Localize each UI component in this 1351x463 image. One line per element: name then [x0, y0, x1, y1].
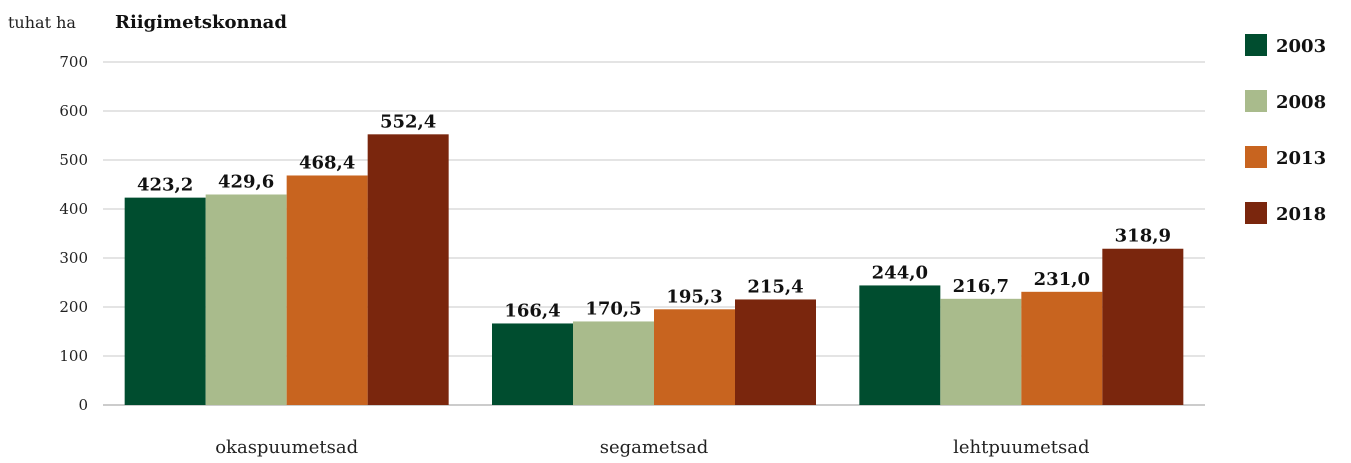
bar-2013-lehtpuumetsad [1021, 291, 1103, 405]
y-tick-label: 700 [59, 53, 88, 71]
data-label: 216,7 [953, 276, 1009, 297]
data-label: 318,9 [1115, 226, 1171, 247]
bar-2003-segametsad [492, 323, 573, 405]
bar-2013-okaspuumetsad [286, 175, 368, 405]
data-label: 231,0 [1034, 269, 1090, 290]
chart-title: Riigimetskonnad [115, 12, 287, 33]
y-tick-label: 600 [59, 102, 88, 120]
y-axis-ticks: 0 100 200 300 400 500 600 700 [59, 53, 88, 414]
data-label: 423,2 [137, 175, 193, 196]
y-tick-label: 0 [78, 396, 88, 414]
data-label: 215,4 [747, 276, 803, 297]
bar-2018-lehtpuumetsad [1102, 248, 1184, 405]
legend-label-2013: 2013 [1276, 148, 1326, 169]
bars [124, 134, 1184, 405]
bar-2003-okaspuumetsad [124, 197, 206, 405]
y-tick-label: 300 [59, 249, 88, 267]
y-axis-unit-label: tuhat ha [8, 13, 76, 32]
y-tick-label: 100 [59, 347, 88, 365]
x-axis-categories: okaspuumetsad segametsad lehtpuumetsad [215, 437, 1089, 458]
data-label: 468,4 [299, 152, 355, 173]
data-label: 244,0 [872, 262, 928, 283]
legend-label-2018: 2018 [1276, 204, 1326, 225]
x-category-label: okaspuumetsad [215, 437, 358, 458]
legend-swatch-2018 [1245, 202, 1267, 224]
legend-label-2008: 2008 [1276, 92, 1326, 113]
y-tick-label: 500 [59, 151, 88, 169]
legend-swatch-2008 [1245, 90, 1267, 112]
data-label: 429,6 [218, 171, 274, 192]
bar-2008-okaspuumetsad [205, 194, 287, 405]
y-tick-label: 200 [59, 298, 88, 316]
data-label: 195,3 [666, 286, 722, 307]
legend-label-2003: 2003 [1276, 36, 1326, 57]
legend-swatch-2003 [1245, 34, 1267, 56]
y-tick-label: 400 [59, 200, 88, 218]
bar-2013-segametsad [654, 309, 735, 405]
data-label: 552,4 [380, 111, 436, 132]
bar-2018-segametsad [735, 299, 816, 405]
bar-2018-okaspuumetsad [367, 134, 449, 405]
bar-2003-lehtpuumetsad [859, 285, 941, 405]
data-label: 166,4 [504, 300, 560, 321]
data-label: 170,5 [585, 298, 641, 319]
bar-2008-segametsad [573, 321, 654, 405]
legend: 2003 2008 2013 2018 [1245, 34, 1326, 225]
bar-2008-lehtpuumetsad [940, 298, 1022, 405]
x-category-label: segametsad [600, 437, 709, 458]
x-category-label: lehtpuumetsad [953, 437, 1089, 458]
data-labels: 423,2 429,6 468,4 552,4 166,4 170,5 195,3 215,4… [137, 111, 1171, 321]
legend-swatch-2013 [1245, 146, 1267, 168]
